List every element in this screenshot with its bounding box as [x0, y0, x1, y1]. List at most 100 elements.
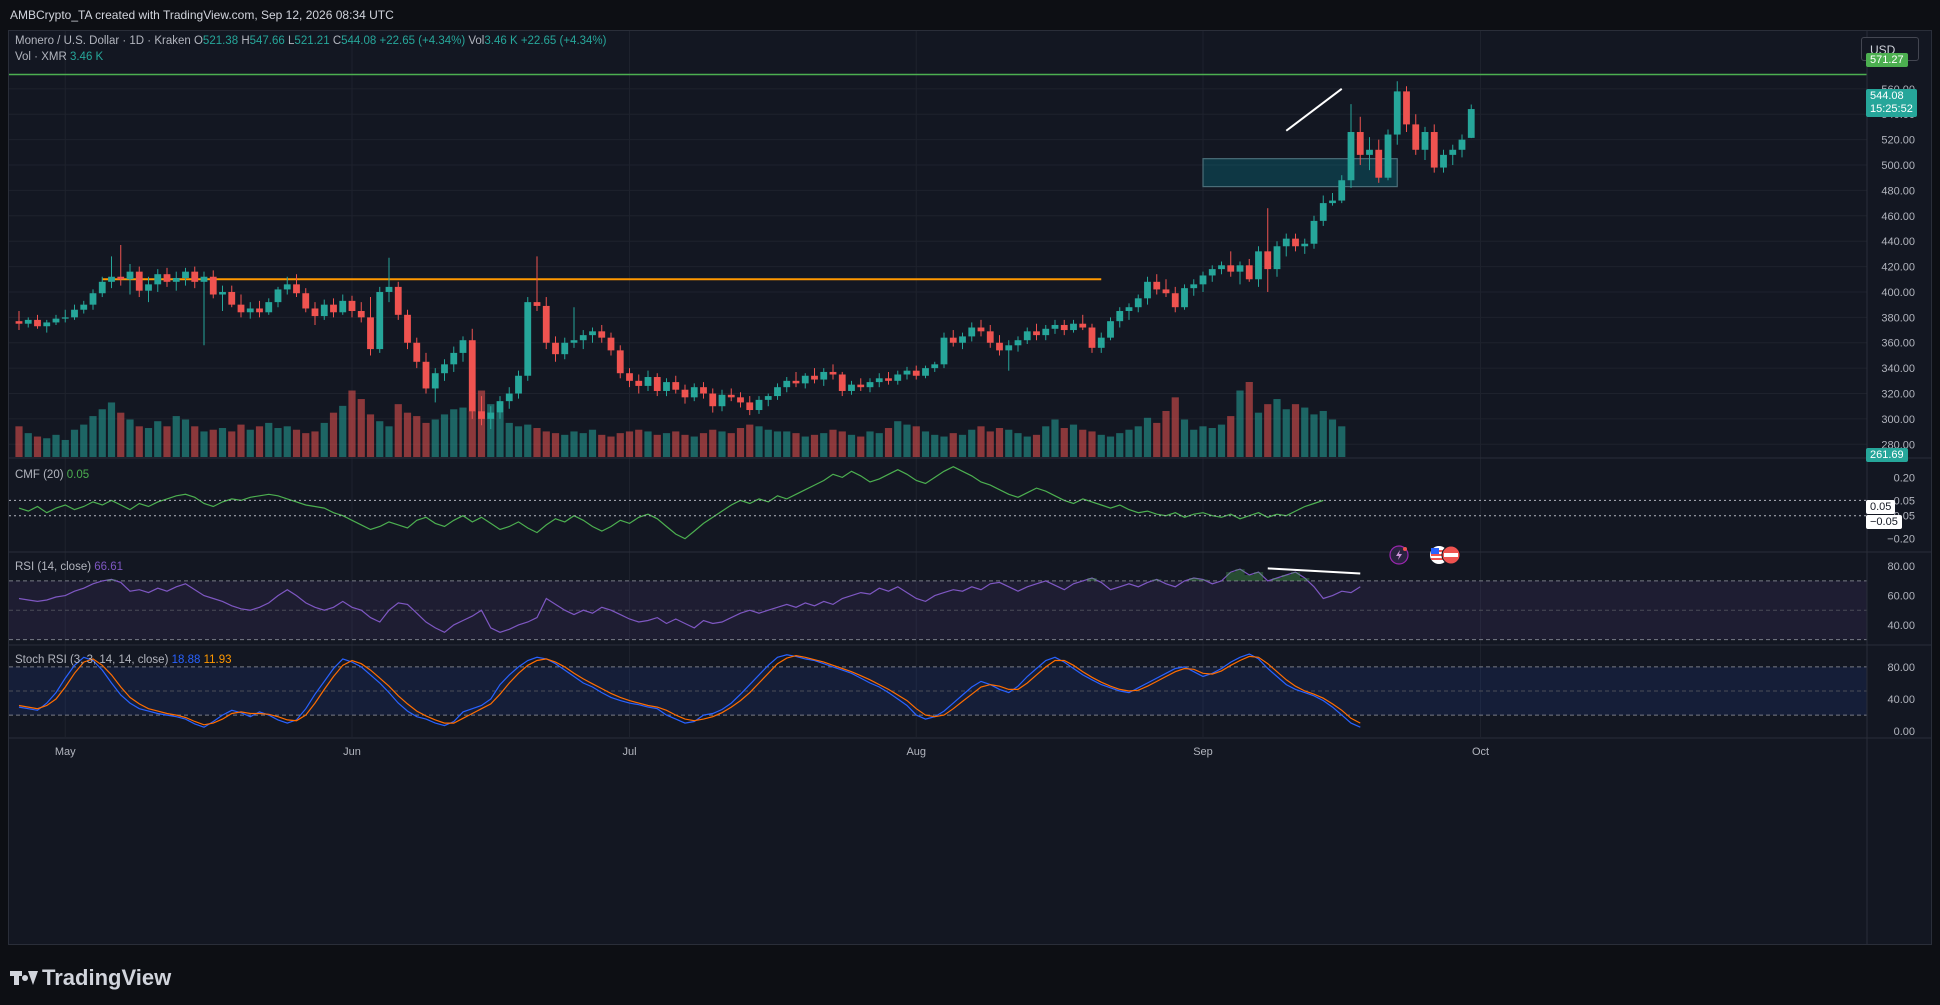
- candle: [1162, 279, 1170, 298]
- volume-bar: [107, 402, 116, 457]
- volume-bar: [1051, 419, 1059, 457]
- us-flag-icon-2[interactable]: [1441, 545, 1461, 565]
- candle-body: [376, 291, 384, 350]
- volume-bar: [1116, 433, 1124, 457]
- candle-body: [505, 393, 513, 402]
- chart-svg[interactable]: 560.00540.00520.00500.00480.00460.00440.…: [9, 31, 1931, 944]
- candle: [135, 266, 143, 298]
- demand-zone: [1202, 158, 1398, 188]
- candle-body: [1338, 180, 1346, 201]
- candle: [1051, 319, 1059, 334]
- candle: [1097, 332, 1105, 353]
- chart-icons[interactable]: [1389, 545, 1461, 565]
- candle-body: [265, 302, 273, 313]
- candle-body: [1467, 109, 1475, 138]
- volume-bar: [366, 414, 375, 457]
- candle-body: [385, 286, 393, 292]
- chart-area[interactable]: 560.00540.00520.00500.00480.00460.00440.…: [8, 30, 1932, 945]
- volume-bar: [1014, 433, 1022, 457]
- indicator-tick-label: 0.20: [1894, 472, 1915, 484]
- candle: [533, 256, 541, 312]
- candle: [330, 298, 337, 318]
- candle: [709, 388, 717, 413]
- candle-body: [1190, 284, 1198, 289]
- candle-body: [903, 370, 911, 375]
- candle-body: [293, 284, 300, 294]
- stoch-rsi-pane: [9, 653, 1867, 728]
- time-tick-label: Sep: [1193, 746, 1213, 758]
- candle-body: [163, 274, 171, 282]
- candle: [311, 302, 319, 325]
- volume-bar: [921, 431, 930, 457]
- candle: [912, 365, 920, 380]
- candle-body: [182, 271, 189, 279]
- candle: [219, 285, 226, 312]
- candle-body: [672, 382, 680, 390]
- candle-body: [126, 271, 134, 280]
- candle-body: [1329, 200, 1336, 204]
- volume-bar: [163, 426, 171, 457]
- volume-bar: [995, 428, 1004, 457]
- price-tick-label: 300.00: [1881, 414, 1915, 426]
- cmf-value: 0.05: [66, 469, 90, 481]
- candle-body: [283, 284, 291, 290]
- candle-body: [15, 321, 23, 324]
- candle: [848, 380, 855, 395]
- candle: [1014, 336, 1022, 352]
- volume-bar: [265, 422, 273, 457]
- candle-body: [561, 342, 569, 355]
- rsi-legend: RSI (14, close) 66.61: [15, 561, 124, 573]
- candle-body: [848, 384, 855, 391]
- volume-bar: [1023, 436, 1031, 457]
- candle: [875, 373, 883, 388]
- volume-bar: [1153, 422, 1161, 457]
- volume-bar: [450, 409, 458, 457]
- volume-bar: [653, 434, 661, 457]
- candle-body: [209, 276, 217, 295]
- volume-bar: [468, 410, 476, 457]
- tradingview-logo[interactable]: TradingView: [10, 965, 171, 991]
- candle: [829, 364, 837, 380]
- candle: [589, 327, 596, 343]
- volume-bar: [736, 428, 745, 457]
- volume-bar: [514, 426, 523, 457]
- flash-icon[interactable]: [1389, 545, 1409, 565]
- volume-bar: [339, 405, 347, 457]
- candle: [348, 295, 356, 318]
- volume-bar: [709, 429, 717, 457]
- candle: [34, 314, 41, 329]
- volume-bar: [718, 431, 726, 457]
- candle-body: [968, 327, 976, 337]
- candle-body: [635, 380, 643, 386]
- volume-bar: [912, 426, 920, 457]
- volume-bar: [847, 434, 856, 457]
- price-tick-label: 340.00: [1881, 363, 1915, 375]
- candle: [949, 330, 957, 347]
- trendlines: [1285, 88, 1343, 132]
- candle-body: [34, 319, 41, 327]
- candle-body: [487, 412, 495, 419]
- candle: [117, 244, 125, 286]
- candlesticks[interactable]: [15, 81, 1475, 430]
- candle-body: [1236, 265, 1244, 272]
- candle-body: [1347, 132, 1355, 181]
- time-tick-label: Aug: [906, 746, 926, 758]
- candle-body: [348, 300, 356, 312]
- volume-bar: [579, 433, 587, 457]
- candle-body: [755, 399, 763, 411]
- candle-body: [1171, 293, 1179, 308]
- candle-body: [1116, 311, 1124, 322]
- candle: [1181, 284, 1188, 310]
- price-tick-label: 360.00: [1881, 338, 1915, 350]
- candle: [783, 377, 791, 393]
- candle-body: [875, 378, 883, 383]
- candle: [441, 359, 448, 381]
- volume-bar: [561, 434, 569, 457]
- candle-body: [866, 382, 874, 388]
- candle-body: [626, 373, 633, 381]
- candle: [811, 368, 818, 384]
- candle: [894, 370, 902, 385]
- candle-body: [1301, 243, 1309, 247]
- volume-bar: [607, 436, 615, 457]
- candle: [274, 286, 282, 308]
